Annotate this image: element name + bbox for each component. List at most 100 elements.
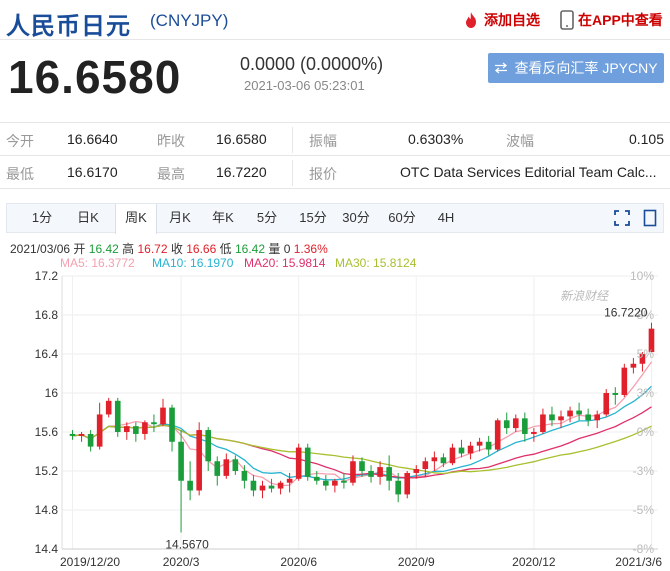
tab-15min[interactable]: 15分	[299, 210, 327, 225]
candle	[286, 472, 293, 493]
y-tick-label: 15.2	[35, 464, 59, 478]
pct-tick-label: 8%	[637, 308, 655, 322]
candle-body	[522, 418, 528, 434]
tab-yearly[interactable]: 年K	[212, 210, 234, 225]
stats-row: 最低 16.6170 最高 16.7220 报价 OTC Data Servic…	[0, 155, 670, 189]
candle	[494, 418, 501, 452]
stat-value: OTC Data Services Editorial Team Calc...	[400, 164, 657, 180]
divider	[292, 127, 293, 153]
tab-5min[interactable]: 5分	[256, 210, 278, 225]
candle	[413, 465, 420, 479]
candle	[105, 397, 112, 418]
flame-icon	[466, 12, 476, 28]
candle-body	[440, 457, 447, 464]
ohlc-close: 16.66	[186, 242, 217, 256]
page-title: 人民币日元	[6, 13, 131, 40]
candle-body	[540, 414, 546, 432]
candle-body	[612, 393, 619, 395]
y-tick-label: 16.4	[35, 347, 59, 361]
candle	[96, 402, 103, 450]
reverse-rate-button[interactable]: 查看反向汇率 JPYCNY	[488, 53, 664, 83]
candle	[196, 422, 202, 496]
candle	[214, 456, 221, 486]
expand-icon[interactable]	[643, 209, 657, 227]
candle	[440, 453, 447, 468]
candle-body	[169, 407, 175, 442]
candle-body	[105, 400, 112, 415]
candle	[341, 472, 347, 489]
x-tick-label: 2020/3	[163, 555, 200, 569]
candle	[295, 443, 302, 481]
ohlc-close-label: 收	[170, 242, 183, 256]
candle	[368, 465, 374, 483]
stat-value: 0.105	[628, 131, 664, 147]
ohlc-low: 16.42	[234, 242, 265, 256]
candle-body	[368, 471, 374, 477]
ma5-legend: MA5: 16.3772	[60, 256, 135, 270]
tab-60min[interactable]: 60分	[388, 210, 416, 225]
price-change: 0.0000 (0.0000%)	[240, 54, 384, 74]
candle-body	[576, 410, 582, 415]
ma10-legend: MA10: 16.1970	[152, 256, 234, 270]
candle-body	[232, 459, 239, 471]
y-tick-label: 16	[45, 386, 59, 400]
ohlc-vol: 0	[283, 242, 291, 256]
candle-body	[621, 367, 628, 395]
y-tick-label: 16.8	[35, 308, 59, 322]
candle-body	[449, 447, 456, 464]
pct-tick-label: 3%	[637, 386, 655, 400]
candle-body	[395, 480, 401, 495]
candle	[151, 414, 157, 432]
view-in-app-label: 在APP中查看	[578, 12, 663, 28]
candle-body	[114, 400, 121, 432]
current-price: 16.6580	[8, 51, 182, 103]
candle	[78, 432, 85, 442]
pct-tick-label: -3%	[633, 464, 655, 478]
candle	[621, 363, 628, 397]
candle-body	[205, 430, 212, 462]
candle-body	[277, 482, 284, 489]
phone-icon	[560, 10, 574, 30]
quote-time: 2021-03-06 05:23:01	[244, 78, 365, 93]
price-annotation: 14.5670	[165, 538, 209, 552]
candle	[169, 404, 175, 452]
candle	[259, 480, 266, 499]
reverse-rate-label: 查看反向汇率 JPYCNY	[514, 60, 658, 76]
candle-body	[78, 433, 85, 436]
candle	[133, 422, 139, 442]
candle-body	[160, 407, 166, 425]
candle-body	[494, 420, 501, 450]
view-in-app-button[interactable]: 在APP中查看	[560, 10, 663, 30]
candle	[69, 430, 76, 440]
tab-daily[interactable]: 日K	[77, 210, 99, 225]
tab-monthly[interactable]: 月K	[169, 210, 191, 225]
candle-body	[350, 461, 356, 483]
candle	[476, 437, 483, 452]
candlestick-chart[interactable]: 新浪财经 17.2 10% 16.8 8% 16.4 5% 16 3% 15.6 0% 15.2 -3…	[0, 268, 670, 571]
tab-weekly[interactable]: 周K	[115, 204, 157, 234]
tab-30min[interactable]: 30分	[342, 210, 370, 225]
tab-4h[interactable]: 4H	[437, 210, 455, 225]
candle	[313, 471, 320, 485]
stats-row: 今开 16.6640 昨收 16.6580 振幅 0.6303% 波幅 0.10…	[0, 122, 670, 156]
candle	[304, 443, 311, 481]
candle	[114, 397, 121, 437]
candle-body	[585, 414, 591, 421]
candle-body	[531, 432, 537, 434]
candle-body	[458, 447, 465, 454]
candle	[359, 457, 365, 477]
ohlc-open: 16.42	[88, 242, 119, 256]
add-favorite-button[interactable]: 添加自选	[462, 10, 540, 30]
candle	[187, 461, 193, 501]
pct-tick-label: 10%	[630, 269, 654, 283]
candle-body	[295, 447, 302, 479]
candle-body	[558, 416, 564, 421]
candle-body	[431, 457, 438, 462]
candle	[323, 474, 329, 491]
candle	[223, 453, 230, 479]
candle-body	[214, 461, 221, 476]
stat-value: 16.7220	[216, 164, 267, 180]
fullscreen-icon[interactable]	[613, 209, 631, 227]
candle-body	[223, 459, 230, 476]
tab-1min[interactable]: 1分	[31, 210, 53, 225]
